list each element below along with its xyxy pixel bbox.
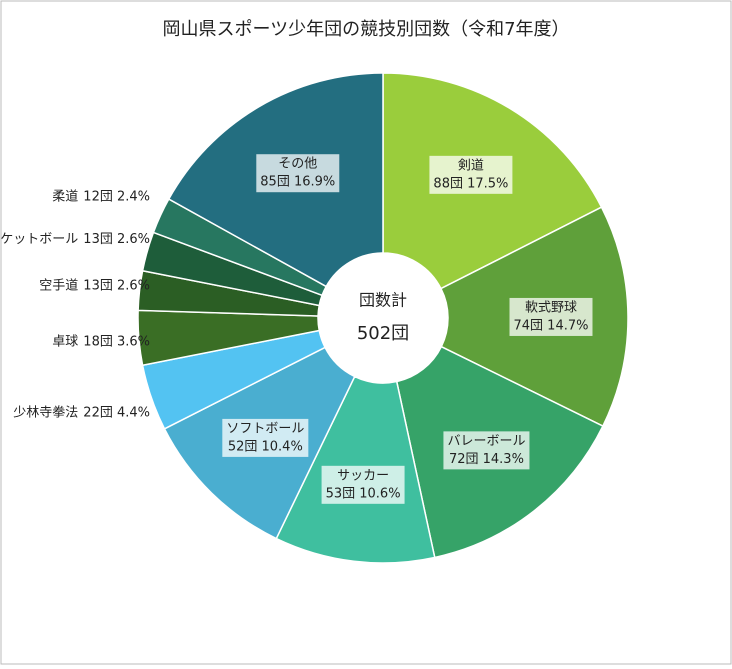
category-label: バレーボール	[447, 434, 525, 449]
wedge-label: 剣道 88団 17.5%	[429, 155, 513, 194]
label-background	[256, 154, 340, 193]
label-background	[321, 465, 405, 504]
category-label: 剣道	[458, 158, 484, 173]
value-label: 53団 10.6%	[326, 486, 401, 501]
outside-label: ミニバスケットボール 13団 2.6%	[0, 232, 150, 247]
wedge-label: ソフトボール 52団 10.4%	[222, 418, 309, 457]
value-label: 18団 3.6%	[83, 334, 150, 349]
label-background	[509, 297, 593, 336]
center-value: 502団	[357, 323, 409, 344]
outside-label: 空手道 13団 2.6%	[39, 278, 150, 293]
chart-title: 岡山県スポーツ少年団の競技別団数（令和7年度）	[162, 19, 569, 40]
value-label: 12団 2.4%	[83, 189, 150, 204]
category-label: 軟式野球	[525, 299, 577, 315]
category-label: 空手道	[39, 278, 78, 293]
label-background	[429, 155, 513, 194]
value-label: 74団 14.7%	[514, 318, 589, 333]
value-label: 88団 17.5%	[433, 176, 508, 191]
center-title: 団数計	[359, 291, 407, 310]
category-label: サッカー	[337, 468, 389, 483]
category-label: ソフトボール	[226, 421, 304, 436]
wedge-label: 軟式野球 74団 14.7%	[509, 297, 593, 336]
outside-label: 少林寺拳法 22団 4.4%	[13, 404, 150, 420]
category-label: ミニバスケットボール	[0, 232, 78, 247]
category-label: 少林寺拳法	[13, 404, 78, 420]
label-background	[443, 431, 530, 470]
wedge-label: バレーボール 72団 14.3%	[443, 431, 530, 470]
outside-label: 卓球 18団 3.6%	[52, 334, 150, 349]
category-label: その他	[278, 157, 317, 172]
outside-label: 柔道 12団 2.4%	[52, 189, 150, 204]
value-label: 22団 4.4%	[83, 405, 150, 420]
category-label: 柔道	[52, 189, 78, 204]
value-label: 52団 10.4%	[228, 439, 303, 454]
value-label: 13団 2.6%	[83, 278, 150, 293]
wedge-label: その他 85団 16.9%	[256, 154, 340, 193]
value-label: 85団 16.9%	[260, 175, 335, 190]
label-background	[222, 418, 309, 457]
wedge-label: サッカー 53団 10.6%	[321, 465, 405, 504]
category-label: 卓球	[52, 334, 78, 349]
value-label: 72団 14.3%	[449, 452, 524, 467]
value-label: 13団 2.6%	[83, 232, 150, 247]
